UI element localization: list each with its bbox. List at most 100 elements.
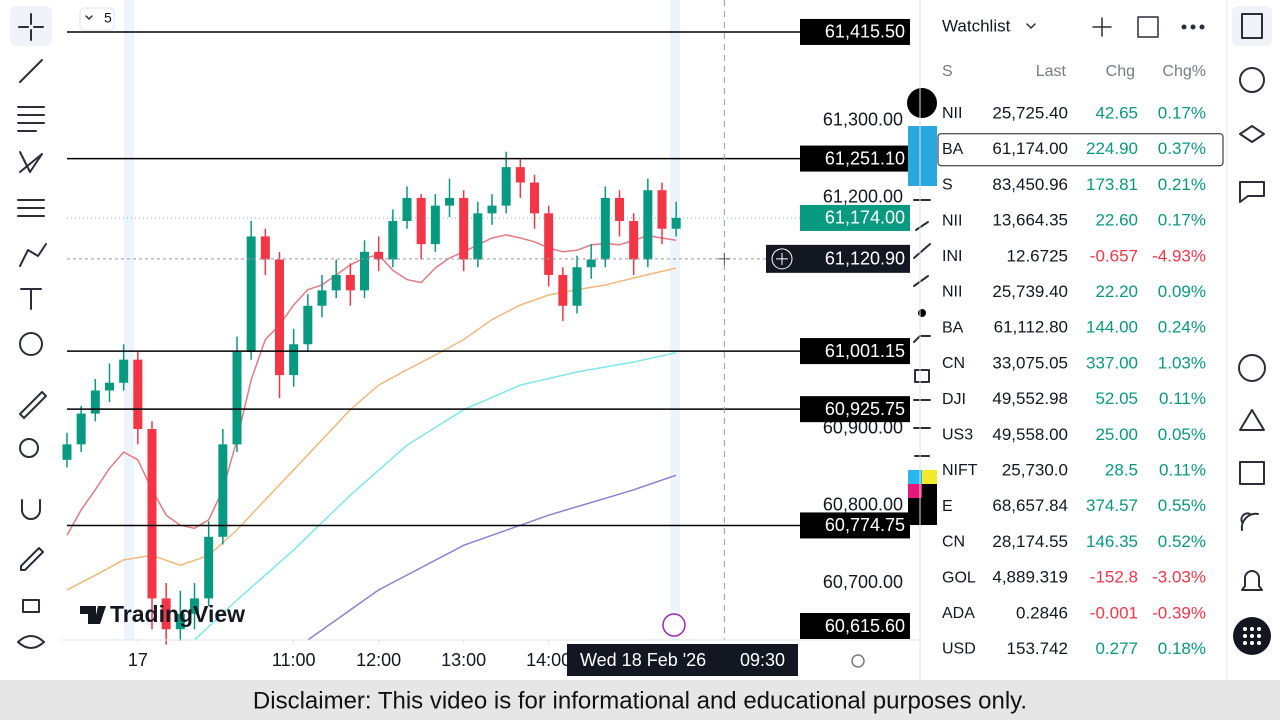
- last: 25,739.40: [992, 282, 1068, 301]
- symbol[interactable]: USD: [942, 641, 976, 658]
- symbol[interactable]: DJI: [942, 391, 966, 408]
- logo-mark: [80, 606, 106, 624]
- candle-body: [530, 182, 540, 214]
- dot-tool[interactable]: [918, 309, 926, 317]
- notifications-icon[interactable]: [1241, 570, 1263, 591]
- level-label-box: [800, 338, 910, 365]
- badge-box[interactable]: [79, 7, 115, 31]
- change: 173.81: [1086, 175, 1138, 194]
- symbol[interactable]: US3: [942, 427, 973, 444]
- y-tick-label: 60,700.00: [823, 572, 903, 592]
- watchlist-icon[interactable]: [1241, 13, 1263, 39]
- settings-button[interactable]: [851, 654, 865, 668]
- last: 49,552.98: [992, 389, 1068, 408]
- edit-tool[interactable]: [20, 547, 44, 571]
- candle-body: [600, 197, 610, 260]
- apps-dots: [1243, 627, 1261, 645]
- last: 68,657.84: [992, 496, 1068, 515]
- watchlist-title[interactable]: Watchlist: [942, 16, 1011, 35]
- candle-body: [416, 197, 426, 245]
- candle-body: [105, 382, 115, 391]
- candle-body: [558, 274, 568, 306]
- chat-icon[interactable]: [1239, 181, 1265, 203]
- swatch-yellow[interactable]: [922, 470, 937, 484]
- more-button[interactable]: [1181, 24, 1205, 30]
- last: 4,889.319: [992, 568, 1068, 587]
- column-header: Last: [1036, 63, 1067, 80]
- projection-tool[interactable]: [17, 199, 45, 217]
- alerts-icon[interactable]: [1239, 67, 1265, 93]
- lock-tool[interactable]: [22, 599, 40, 613]
- change-percent: 0.11%: [1159, 389, 1206, 408]
- symbol[interactable]: CN: [942, 534, 965, 551]
- replay-button[interactable]: [662, 613, 686, 637]
- symbol[interactable]: NIFT: [942, 462, 978, 479]
- selected-row: [937, 133, 1224, 167]
- ideas-icon[interactable]: [1239, 409, 1265, 431]
- candle-body: [360, 251, 370, 291]
- symbol[interactable]: S: [942, 177, 953, 194]
- change-percent: 0.09%: [1158, 282, 1206, 301]
- add-alert-button[interactable]: [771, 248, 793, 270]
- line-tool[interactable]: [19, 59, 43, 83]
- candle-body: [232, 351, 242, 445]
- right-sidebar: [1226, 0, 1272, 680]
- symbol[interactable]: NII: [942, 284, 962, 301]
- x-tick-label: 11:00: [272, 650, 316, 670]
- tool-selected: [10, 6, 52, 46]
- last: 61,174.00: [992, 139, 1068, 158]
- pattern-tool[interactable]: [19, 151, 43, 173]
- swatch-magenta[interactable]: [908, 484, 922, 498]
- change: 25.00: [1095, 425, 1138, 444]
- symbol[interactable]: NII: [942, 105, 962, 122]
- emoji-tool[interactable]: [19, 332, 43, 356]
- symbol[interactable]: NII: [942, 212, 962, 229]
- x-tick-label: 12:00: [356, 650, 401, 670]
- crosshair-tool[interactable]: [18, 13, 44, 41]
- change-percent: 0.18%: [1158, 639, 1206, 658]
- candle-body: [190, 598, 200, 614]
- logo: TradingView: [110, 601, 245, 627]
- symbol[interactable]: ADA: [942, 605, 975, 622]
- last: 0.2846: [1016, 603, 1068, 622]
- candle-body: [430, 205, 440, 245]
- brush-tool[interactable]: [19, 243, 47, 267]
- watchlist-menu[interactable]: [1026, 23, 1036, 29]
- text-tool[interactable]: [20, 288, 42, 310]
- symbol[interactable]: BA: [942, 141, 964, 158]
- candle-body: [275, 259, 285, 376]
- magnet-tool[interactable]: [21, 499, 41, 520]
- change: 0.277: [1095, 639, 1138, 658]
- candle-body: [629, 221, 639, 260]
- symbol[interactable]: E: [942, 498, 953, 515]
- stream-icon[interactable]: [1240, 512, 1259, 531]
- fib-tool[interactable]: [17, 106, 45, 132]
- symbol[interactable]: INI: [942, 248, 962, 265]
- symbol[interactable]: CN: [942, 355, 965, 372]
- last: 28,174.55: [992, 532, 1068, 551]
- swatch-cyan[interactable]: [908, 470, 922, 484]
- level-label: 60,774.75: [825, 515, 905, 535]
- add-symbol[interactable]: [1092, 17, 1112, 37]
- hide-tool[interactable]: [17, 635, 45, 649]
- symbol[interactable]: BA: [942, 319, 964, 336]
- candle-body: [615, 197, 625, 222]
- last: 12.6725: [1007, 246, 1068, 265]
- candle-body: [572, 267, 582, 306]
- target-icon[interactable]: [1238, 354, 1266, 382]
- zoom-tool[interactable]: [19, 438, 39, 458]
- column-header: S: [942, 63, 953, 80]
- candle-body: [161, 598, 171, 630]
- layout-button[interactable]: [1137, 16, 1159, 38]
- change: 22.20: [1095, 282, 1138, 301]
- pen-button[interactable]: [907, 88, 937, 118]
- calendar-icon[interactable]: [1239, 461, 1265, 485]
- level-label: 61,415.50: [825, 22, 905, 42]
- last: 49,558.00: [992, 425, 1068, 444]
- symbol[interactable]: GOL: [942, 569, 976, 586]
- layers-icon[interactable]: [1239, 125, 1265, 143]
- ruler-tool[interactable]: [19, 391, 47, 419]
- change: 28.5: [1105, 460, 1138, 479]
- candle-body: [657, 190, 667, 229]
